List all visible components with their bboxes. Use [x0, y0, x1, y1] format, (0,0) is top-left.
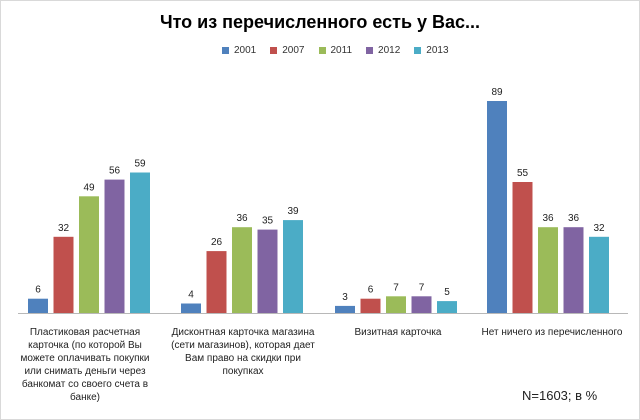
data-label-2001-cat3: 89 [491, 87, 503, 98]
bar-2013-cat3 [589, 236, 609, 313]
data-label-2007-cat0: 32 [58, 223, 70, 234]
data-label-2007-cat2: 6 [368, 285, 374, 296]
bar-2011-cat0 [79, 196, 99, 313]
category-label-discount: Дисконтная карточка магазина (сети магаз… [171, 327, 315, 377]
legend: 2001 2007 2011 2012 2013 [222, 45, 449, 56]
bar-2007-cat3 [512, 182, 533, 313]
category-label-business-card: Визитная карточка [354, 327, 442, 338]
bar-2012-cat0 [104, 179, 125, 313]
bar-2007-cat1 [206, 251, 227, 313]
bar-2011-cat1 [232, 227, 252, 313]
bar-2001-cat0 [28, 298, 48, 313]
data-label-2013-cat1: 39 [287, 206, 299, 217]
legend-label: 2011 [330, 45, 353, 56]
bar-2013-cat1 [283, 220, 303, 313]
legend-item-2013: 2013 [414, 45, 449, 56]
data-label-2011-cat2: 7 [393, 282, 399, 293]
bar-2012-cat1 [257, 229, 278, 313]
data-label-2001-cat0: 6 [35, 285, 41, 296]
bar-2007-cat0 [53, 236, 74, 313]
data-label-2007-cat1: 26 [211, 237, 223, 248]
data-label-2013-cat0: 59 [134, 159, 146, 170]
bar-2011-cat3 [538, 227, 558, 313]
data-label-2012-cat2: 7 [419, 282, 425, 293]
legend-item-2011: 2011 [318, 45, 353, 56]
bar-2011-cat2 [386, 296, 406, 313]
legend-item-2007: 2007 [270, 45, 305, 56]
data-label-2013-cat3: 32 [593, 223, 605, 234]
legend-label: 2001 [234, 45, 257, 56]
data-label-2011-cat1: 36 [236, 213, 248, 224]
data-label-2012-cat3: 36 [568, 213, 580, 224]
data-label-2011-cat3: 36 [542, 213, 554, 224]
bar-2012-cat3 [563, 227, 584, 313]
legend-swatch [270, 47, 278, 54]
legend-label: 2007 [282, 45, 305, 56]
category-label-card: Пластиковая расчетная карточка (по котор… [20, 327, 150, 403]
bar-2001-cat1 [181, 303, 201, 313]
data-label-2012-cat1: 35 [262, 216, 274, 227]
bar-2013-cat2 [437, 301, 457, 313]
chart-title: Что из перечисленного есть у Вас... [159, 12, 481, 32]
category-label-none: Нет ничего из перечисленного [481, 327, 623, 338]
data-label-2013-cat2: 5 [444, 287, 450, 298]
data-label-2012-cat0: 56 [109, 166, 121, 177]
legend-swatch [366, 47, 374, 54]
legend-label: 2012 [378, 45, 401, 56]
bar-2012-cat2 [411, 296, 432, 313]
legend-swatch [318, 47, 326, 54]
bar-2001-cat3 [487, 101, 507, 313]
data-label-2011-cat0: 49 [83, 182, 95, 193]
data-label-2007-cat3: 55 [517, 168, 529, 179]
legend-swatch [222, 47, 229, 54]
bar-2007-cat2 [360, 298, 381, 313]
legend-item-2012: 2012 [366, 45, 400, 56]
legend-label: 2013 [426, 45, 449, 56]
data-label-2001-cat2: 3 [342, 292, 348, 303]
data-label-2001-cat1: 4 [188, 290, 194, 301]
bar-2013-cat0 [130, 172, 150, 313]
legend-swatch [414, 47, 422, 54]
footnote: N=1603; в % [522, 388, 598, 403]
legend-item-2001: 2001 [222, 45, 256, 56]
bar-2001-cat2 [335, 305, 355, 313]
